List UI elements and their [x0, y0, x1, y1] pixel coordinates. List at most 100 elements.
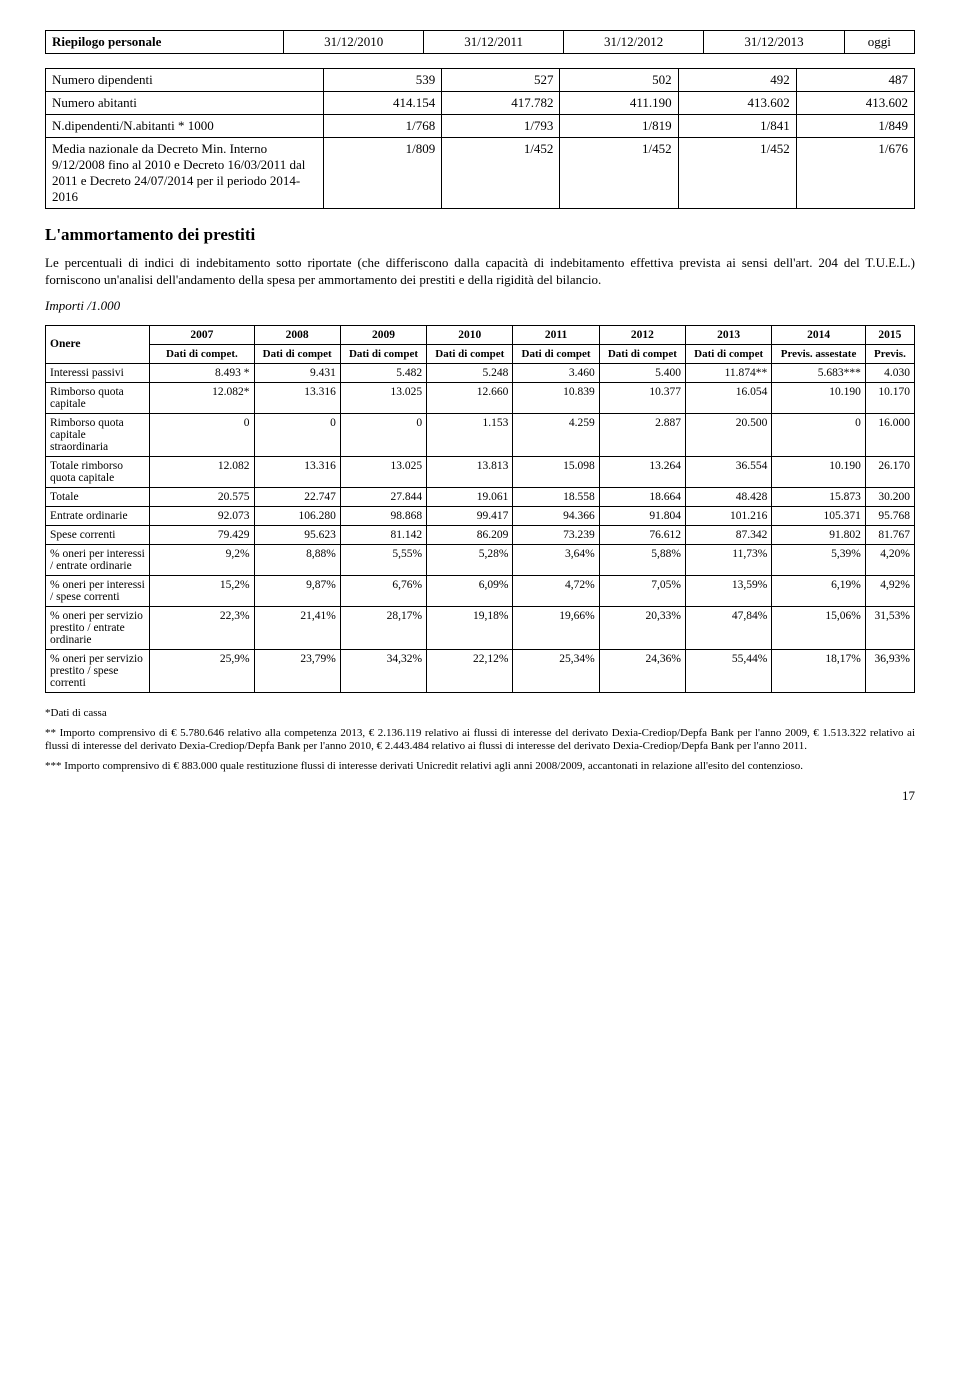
cell: 1.153	[427, 413, 513, 456]
cell: 5,88%	[599, 544, 685, 575]
year-h: 2014	[772, 325, 866, 344]
cell: 539	[324, 69, 442, 92]
table-row: Entrate ordinarie92.073106.28098.86899.4…	[46, 506, 915, 525]
cell: 4.030	[865, 363, 914, 382]
cell: 25,9%	[150, 649, 254, 692]
cell: 22.747	[254, 487, 340, 506]
section-paragraph: Le percentuali di indici di indebitament…	[45, 255, 915, 288]
cell: 13.264	[599, 456, 685, 487]
cell: 19.061	[427, 487, 513, 506]
sub-h: Dati di compet	[599, 344, 685, 363]
cell: 11,73%	[686, 544, 772, 575]
cell: 20.575	[150, 487, 254, 506]
col-h: 31/12/2011	[424, 31, 563, 54]
table-row: Totale20.57522.74727.84419.06118.55818.6…	[46, 487, 915, 506]
row-label: N.dipendenti/N.abitanti * 1000	[46, 115, 324, 138]
cell: 4.259	[513, 413, 599, 456]
cell: 22,12%	[427, 649, 513, 692]
cell: 1/819	[560, 115, 678, 138]
cell: 4,72%	[513, 575, 599, 606]
cell: 25,34%	[513, 649, 599, 692]
riepilogo-title: Riepilogo personale	[46, 31, 284, 54]
row-label: Rimborso quota capitale	[46, 382, 150, 413]
cell: 9,87%	[254, 575, 340, 606]
cell: 94.366	[513, 506, 599, 525]
cell: 21,41%	[254, 606, 340, 649]
cell: 0	[150, 413, 254, 456]
cell: 12.082*	[150, 382, 254, 413]
cell: 19,66%	[513, 606, 599, 649]
row-label: % oneri per interessi / entrate ordinari…	[46, 544, 150, 575]
cell: 13.316	[254, 456, 340, 487]
col-h: oggi	[844, 31, 914, 54]
cell: 30.200	[865, 487, 914, 506]
cell: 20,33%	[599, 606, 685, 649]
cell: 22,3%	[150, 606, 254, 649]
cell: 48.428	[686, 487, 772, 506]
section-title: L'ammortamento dei prestiti	[45, 225, 915, 245]
cell: 1/849	[796, 115, 914, 138]
row-label: Numero abitanti	[46, 92, 324, 115]
cell: 9,2%	[150, 544, 254, 575]
table-row: Rimborso quota capitale straordinaria000…	[46, 413, 915, 456]
cell: 24,36%	[599, 649, 685, 692]
sub-h: Dati di compet.	[150, 344, 254, 363]
cell: 12.082	[150, 456, 254, 487]
cell: 8.493 *	[150, 363, 254, 382]
cell: 3,64%	[513, 544, 599, 575]
cell: 15,06%	[772, 606, 866, 649]
table-row: Media nazionale da Decreto Min. Interno …	[46, 138, 915, 209]
cell: 2.887	[599, 413, 685, 456]
table-row: % oneri per servizio prestito / spese co…	[46, 649, 915, 692]
cell: 18.664	[599, 487, 685, 506]
footnote-2: ** Importo comprensivo di € 5.780.646 re…	[45, 727, 915, 755]
cell: 10.377	[599, 382, 685, 413]
cell: 18,17%	[772, 649, 866, 692]
cell: 5,28%	[427, 544, 513, 575]
cell: 413.602	[796, 92, 914, 115]
cell: 28,17%	[340, 606, 426, 649]
cell: 13.316	[254, 382, 340, 413]
table-row: Interessi passivi8.493 *9.4315.4825.2483…	[46, 363, 915, 382]
cell: 55,44%	[686, 649, 772, 692]
cell: 1/768	[324, 115, 442, 138]
cell: 15.098	[513, 456, 599, 487]
table-row: % oneri per interessi / entrate ordinari…	[46, 544, 915, 575]
cell: 7,05%	[599, 575, 685, 606]
cell: 91.802	[772, 525, 866, 544]
row-label: Rimborso quota capitale straordinaria	[46, 413, 150, 456]
table-row: Rimborso quota capitale12.082*13.31613.0…	[46, 382, 915, 413]
cell: 87.342	[686, 525, 772, 544]
row-label: % oneri per interessi / spese correnti	[46, 575, 150, 606]
year-h: 2012	[599, 325, 685, 344]
cell: 15,2%	[150, 575, 254, 606]
cell: 34,32%	[340, 649, 426, 692]
cell: 1/676	[796, 138, 914, 209]
cell: 105.371	[772, 506, 866, 525]
onere-header: Onere	[46, 325, 150, 363]
sub-h: Dati di compet	[513, 344, 599, 363]
cell: 5,55%	[340, 544, 426, 575]
cell: 73.239	[513, 525, 599, 544]
cell: 413.602	[678, 92, 796, 115]
year-h: 2010	[427, 325, 513, 344]
cell: 81.142	[340, 525, 426, 544]
row-label: Spese correnti	[46, 525, 150, 544]
row-label: Numero dipendenti	[46, 69, 324, 92]
cell: 10.190	[772, 382, 866, 413]
cell: 92.073	[150, 506, 254, 525]
sub-h: Dati di compet	[686, 344, 772, 363]
cell: 13.025	[340, 456, 426, 487]
row-label: % oneri per servizio prestito / spese co…	[46, 649, 150, 692]
cell: 5.482	[340, 363, 426, 382]
cell: 3.460	[513, 363, 599, 382]
cell: 8,88%	[254, 544, 340, 575]
year-h: 2008	[254, 325, 340, 344]
year-h: 2009	[340, 325, 426, 344]
cell: 26.170	[865, 456, 914, 487]
cell: 86.209	[427, 525, 513, 544]
cell: 1/809	[324, 138, 442, 209]
cell: 98.868	[340, 506, 426, 525]
cell: 487	[796, 69, 914, 92]
table-row: % oneri per interessi / spese correnti15…	[46, 575, 915, 606]
